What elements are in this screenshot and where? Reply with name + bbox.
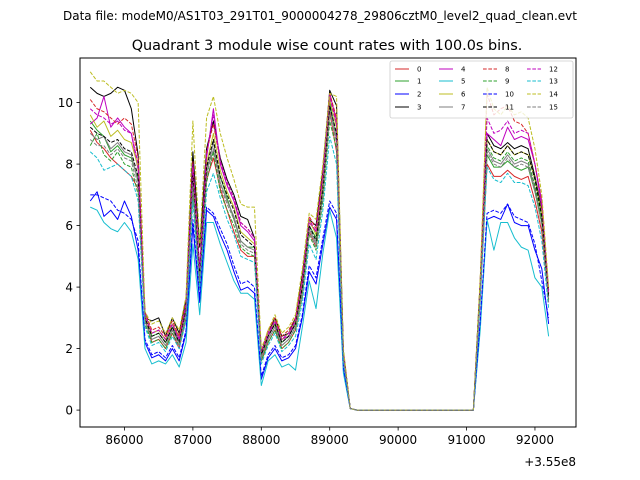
y-tick-label: 0 <box>65 403 73 417</box>
legend-label-14: 14 <box>549 91 558 99</box>
series-layer <box>89 71 550 411</box>
legend-label-2: 2 <box>417 91 421 99</box>
y-axis: 0 2 4 6 8 10 <box>58 96 80 417</box>
legend-label-9: 9 <box>505 78 509 86</box>
legend-label-4: 4 <box>461 66 466 74</box>
series-line-12 <box>89 95 550 411</box>
y-tick-label: 2 <box>65 342 73 356</box>
y-tick-label: 10 <box>58 96 73 110</box>
legend-label-10: 10 <box>505 91 514 99</box>
legend-frame <box>389 60 574 119</box>
chart-title: Quadrant 3 module wise count rates with … <box>132 38 523 54</box>
figure-suptitle: Data file: modeM0/AS1T03_291T01_90000042… <box>63 9 577 23</box>
x-tick-label: 92000 <box>516 433 554 447</box>
y-tick-label: 8 <box>65 157 73 171</box>
series-line-14 <box>89 71 550 411</box>
legend-label-11: 11 <box>505 104 514 112</box>
x-offset-label: +3.55e8 <box>524 455 576 469</box>
x-tick-label: 91000 <box>447 433 485 447</box>
x-tick-label: 89000 <box>311 433 349 447</box>
x-tick-label: 87000 <box>174 433 212 447</box>
plot-frame <box>79 57 577 428</box>
legend-label-6: 6 <box>461 91 466 99</box>
x-tick-label: 86000 <box>105 433 143 447</box>
legend-label-15: 15 <box>549 104 558 112</box>
series-line-10 <box>90 194 550 411</box>
y-tick-label: 6 <box>65 219 73 233</box>
legend-label-0: 0 <box>417 66 421 74</box>
legend-label-5: 5 <box>461 78 465 86</box>
x-tick-label: 90000 <box>379 433 417 447</box>
legend-label-1: 1 <box>417 78 421 86</box>
y-tick-label: 4 <box>65 280 73 294</box>
legend-label-3: 3 <box>417 104 421 112</box>
legend-label-8: 8 <box>505 66 509 74</box>
legend-label-7: 7 <box>461 104 465 112</box>
series-line-15 <box>89 114 550 411</box>
x-tick-label: 88000 <box>242 433 280 447</box>
legend-label-13: 13 <box>549 78 558 86</box>
legend-label-12: 12 <box>549 66 558 74</box>
x-axis: 86000 87000 88000 89000 90000 91000 92000 <box>105 427 554 447</box>
